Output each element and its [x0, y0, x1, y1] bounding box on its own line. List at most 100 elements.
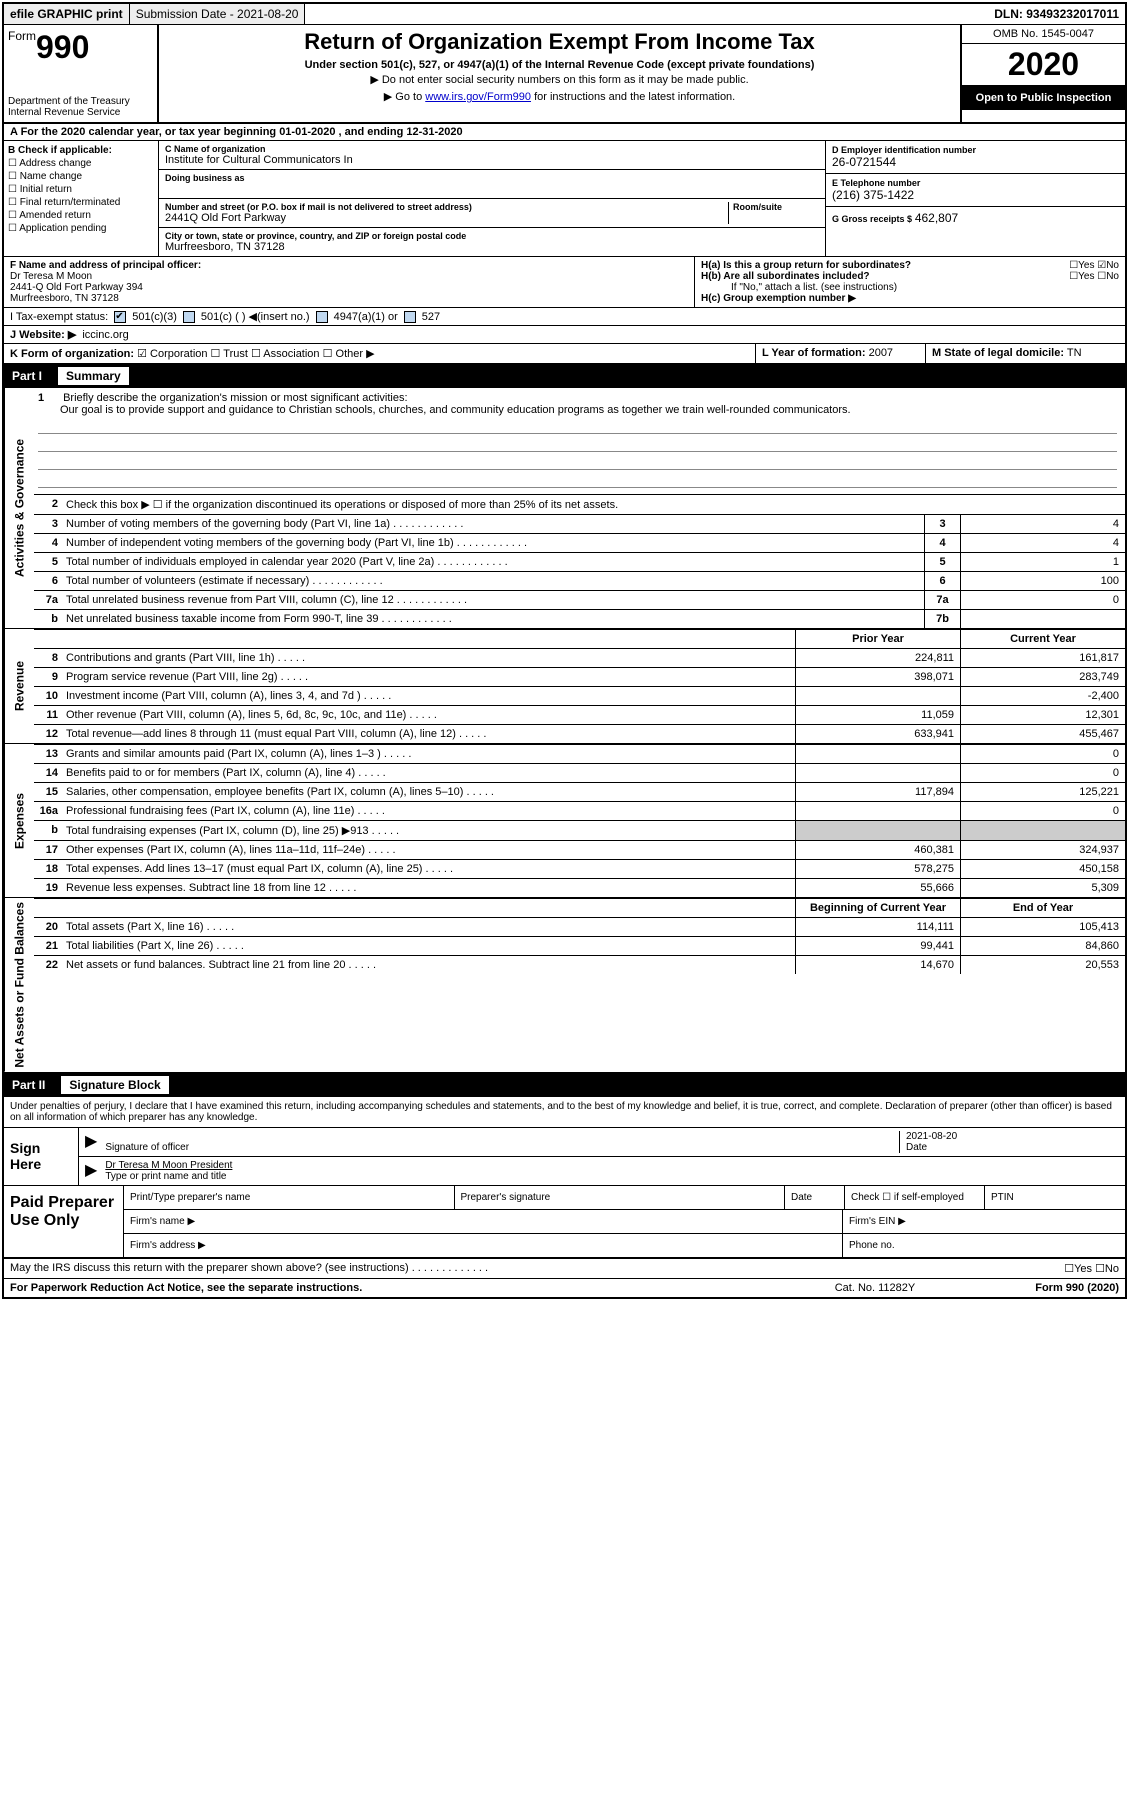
line-num: 9: [34, 668, 62, 686]
addr-value: 2441Q Old Fort Parkway: [165, 212, 724, 224]
line-num: 7a: [34, 591, 62, 609]
form990-link[interactable]: www.irs.gov/Form990: [425, 91, 531, 103]
gov-line-5: 5Total number of individuals employed in…: [34, 552, 1125, 571]
signer-name: Dr Teresa M Moon President: [105, 1160, 1119, 1171]
chk-application-pending[interactable]: Application pending: [8, 222, 154, 235]
line-prior: [795, 764, 960, 782]
signature-line[interactable]: ▶ Signature of officer 2021-08-20Date: [79, 1128, 1125, 1157]
line-text: Total number of volunteers (estimate if …: [62, 572, 924, 590]
form-org-opts[interactable]: ☑ Corporation ☐ Trust ☐ Association ☐ Ot…: [137, 348, 374, 360]
firm-addr-label: Firm's address ▶: [124, 1234, 843, 1257]
line-value: [960, 610, 1125, 628]
line-box: 6: [924, 572, 960, 590]
line-box: 4: [924, 534, 960, 552]
line-text: Check this box ▶ ☐ if the organization d…: [62, 495, 1125, 514]
column-b-checkboxes: B Check if applicable: Address change Na…: [4, 141, 159, 256]
col-b-label: B Check if applicable:: [8, 144, 154, 157]
chk-address-change[interactable]: Address change: [8, 157, 154, 170]
open-public-badge: Open to Public Inspection: [962, 86, 1125, 110]
form-footer-label: Form 990 (2020): [1035, 1282, 1119, 1294]
mission-rule-1: [38, 418, 1117, 434]
gross-cell: G Gross receipts $ 462,807: [826, 207, 1125, 229]
gov-line-4: 4Number of independent voting members of…: [34, 533, 1125, 552]
preparer-row: Print/Type preparer's name Preparer's si…: [124, 1186, 1125, 1210]
line-12: 12Total revenue—add lines 8 through 11 (…: [34, 724, 1125, 743]
line-num: 14: [34, 764, 62, 782]
paid-preparer-label: Paid Preparer Use Only: [4, 1186, 124, 1257]
ha-label: H(a) Is this a group return for subordin…: [701, 260, 911, 271]
side-expenses: Expenses: [4, 744, 34, 897]
discuss-text: May the IRS discuss this return with the…: [10, 1262, 1064, 1275]
chk-name-change[interactable]: Name change: [8, 170, 154, 183]
chk-amended-return[interactable]: Amended return: [8, 209, 154, 222]
side-governance: Activities & Governance: [4, 388, 34, 628]
hb-answer[interactable]: ☐Yes ☐No: [1069, 271, 1119, 282]
gov-line-6: 6Total number of volunteers (estimate if…: [34, 571, 1125, 590]
line-18: 18Total expenses. Add lines 13–17 (must …: [34, 859, 1125, 878]
street-row: Number and street (or P.O. box if mail i…: [159, 199, 825, 228]
line-current: 125,221: [960, 783, 1125, 801]
line-text: Net unrelated business taxable income fr…: [62, 610, 924, 628]
sign-here-label: Sign Here: [4, 1128, 79, 1185]
submission-date: Submission Date - 2021-08-20: [130, 4, 306, 24]
chk-4947[interactable]: [316, 311, 328, 323]
line-current: 283,749: [960, 668, 1125, 686]
chk-501c[interactable]: [183, 311, 195, 323]
addr-label: Number and street (or P.O. box if mail i…: [165, 202, 724, 212]
chk-501c3[interactable]: [114, 311, 126, 323]
gov-line-7a: 7aTotal unrelated business revenue from …: [34, 590, 1125, 609]
mission-num: 1: [38, 392, 60, 404]
efile-print-button[interactable]: efile GRAPHIC print: [4, 4, 130, 24]
line-text: Grants and similar amounts paid (Part IX…: [62, 745, 795, 763]
tax-year: 2020: [962, 44, 1125, 86]
chk-final-return[interactable]: Final return/terminated: [8, 196, 154, 209]
firm-name-row: Firm's name ▶ Firm's EIN ▶: [124, 1210, 1125, 1234]
line-num: 8: [34, 649, 62, 667]
officer-label: F Name and address of principal officer:: [10, 260, 688, 271]
line-num: 15: [34, 783, 62, 801]
line-box: 7b: [924, 610, 960, 628]
officer-h-row: F Name and address of principal officer:…: [4, 257, 1125, 308]
line-11: 11Other revenue (Part VIII, column (A), …: [34, 705, 1125, 724]
line-text: Other revenue (Part VIII, column (A), li…: [62, 706, 795, 724]
form-990-container: efile GRAPHIC print Submission Date - 20…: [2, 2, 1127, 1299]
side-revenue: Revenue: [4, 629, 34, 743]
line-text: Program service revenue (Part VIII, line…: [62, 668, 795, 686]
name-arrow-icon: ▶: [85, 1160, 105, 1182]
line-num: 22: [34, 956, 62, 974]
line-prior: [795, 802, 960, 820]
end-year-hdr: End of Year: [960, 899, 1125, 917]
year-formation: L Year of formation: 2007: [755, 344, 925, 363]
line-text: Number of voting members of the governin…: [62, 515, 924, 533]
line-num: 6: [34, 572, 62, 590]
lbl-527: 527: [422, 311, 440, 323]
mission-box: 1 Briefly describe the organization's mi…: [34, 388, 1125, 494]
perjury-statement: Under penalties of perjury, I declare th…: [4, 1097, 1125, 1128]
line-current: 0: [960, 764, 1125, 782]
side-netassets: Net Assets or Fund Balances: [4, 898, 34, 1072]
org-name-label: C Name of organization: [165, 144, 819, 154]
mission-label: Briefly describe the organization's miss…: [63, 392, 407, 404]
line-num: 11: [34, 706, 62, 724]
line-prior: 224,811: [795, 649, 960, 667]
line-15: 15Salaries, other compensation, employee…: [34, 782, 1125, 801]
chk-initial-return[interactable]: Initial return: [8, 183, 154, 196]
discuss-answer[interactable]: ☐Yes ☐No: [1064, 1262, 1119, 1275]
firm-name-label: Firm's name ▶: [124, 1210, 843, 1233]
dept-label: Department of the Treasury: [8, 96, 153, 107]
line-text: Total unrelated business revenue from Pa…: [62, 591, 924, 609]
part-2-header: Part II Signature Block: [4, 1073, 1125, 1097]
netassets-header: Beginning of Current Year End of Year: [34, 898, 1125, 917]
signature-date-label: Date: [906, 1142, 1119, 1153]
line-text: Total revenue—add lines 8 through 11 (mu…: [62, 725, 795, 743]
hb-row: H(b) Are all subordinates included? ☐Yes…: [701, 271, 1119, 282]
form-word: Form: [8, 29, 36, 43]
form-org-label: K Form of organization:: [10, 348, 134, 360]
sd-label: M State of legal domicile:: [932, 347, 1064, 359]
form-org-left: K Form of organization: ☑ Corporation ☐ …: [4, 344, 755, 363]
chk-527[interactable]: [404, 311, 416, 323]
ha-answer[interactable]: ☐Yes ☑No: [1069, 260, 1119, 271]
form-subtitle: Under section 501(c), 527, or 4947(a)(1)…: [167, 59, 952, 71]
netassets-block: Net Assets or Fund Balances Beginning of…: [4, 898, 1125, 1073]
section-a-period: A For the 2020 calendar year, or tax yea…: [4, 124, 1125, 141]
